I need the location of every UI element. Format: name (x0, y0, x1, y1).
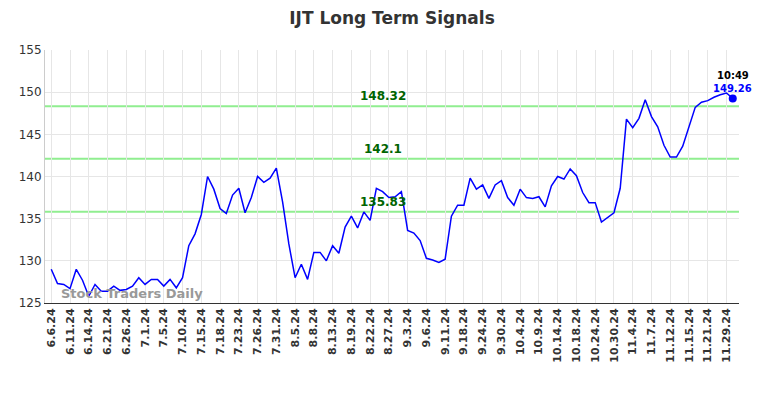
svg-text:8.8.24: 8.8.24 (307, 308, 320, 347)
svg-text:150: 150 (19, 85, 42, 99)
svg-text:9.24.24: 9.24.24 (476, 308, 489, 355)
svg-text:6.26.24: 6.26.24 (120, 308, 133, 355)
svg-text:11.12.24: 11.12.24 (664, 308, 677, 363)
svg-text:9.30.24: 9.30.24 (495, 308, 508, 355)
svg-text:10:49: 10:49 (717, 70, 749, 81)
svg-text:7.23.24: 7.23.24 (232, 308, 245, 355)
svg-text:125: 125 (19, 296, 42, 310)
svg-text:7.31.24: 7.31.24 (270, 308, 283, 355)
svg-text:148.32: 148.32 (360, 89, 406, 103)
svg-text:8.27.24: 8.27.24 (382, 308, 395, 355)
svg-text:7.5.24: 7.5.24 (157, 308, 170, 347)
svg-text:140: 140 (19, 170, 42, 184)
svg-text:10.9.24: 10.9.24 (533, 308, 546, 355)
svg-text:130: 130 (19, 254, 42, 268)
svg-text:142.1: 142.1 (364, 142, 402, 156)
svg-text:11.7.24: 11.7.24 (645, 308, 658, 355)
svg-text:11.15.24: 11.15.24 (683, 308, 696, 363)
svg-text:7.26.24: 7.26.24 (251, 308, 264, 355)
svg-text:135.83: 135.83 (360, 195, 406, 209)
svg-text:9.11.24: 9.11.24 (439, 308, 452, 355)
svg-text:11.4.24: 11.4.24 (626, 308, 639, 355)
svg-text:6.6.24: 6.6.24 (45, 308, 58, 347)
svg-text:6.21.24: 6.21.24 (101, 308, 114, 355)
svg-text:7.1.24: 7.1.24 (139, 308, 152, 347)
svg-text:135: 135 (19, 212, 42, 226)
svg-text:9.18.24: 9.18.24 (457, 308, 470, 355)
svg-text:10.24.24: 10.24.24 (589, 308, 602, 363)
svg-text:6.11.24: 6.11.24 (64, 308, 77, 355)
svg-text:7.10.24: 7.10.24 (176, 308, 189, 355)
svg-text:145: 145 (19, 128, 42, 142)
svg-text:7.18.24: 7.18.24 (214, 308, 227, 355)
svg-text:11.21.24: 11.21.24 (701, 308, 714, 363)
svg-text:10.14.24: 10.14.24 (551, 308, 564, 363)
svg-text:149.26: 149.26 (713, 83, 752, 94)
svg-text:8.19.24: 8.19.24 (345, 308, 358, 355)
svg-text:155: 155 (19, 43, 42, 57)
svg-text:11.29.24: 11.29.24 (720, 308, 733, 363)
svg-text:10.18.24: 10.18.24 (570, 308, 583, 363)
svg-text:10.30.24: 10.30.24 (608, 308, 621, 363)
svg-text:10.4.24: 10.4.24 (514, 308, 527, 355)
svg-text:Stock Traders Daily: Stock Traders Daily (61, 286, 203, 301)
svg-text:9.6.24: 9.6.24 (420, 308, 433, 347)
svg-text:6.14.24: 6.14.24 (82, 308, 95, 355)
svg-text:7.15.24: 7.15.24 (195, 308, 208, 355)
svg-text:IJT Long Term Signals: IJT Long Term Signals (289, 8, 495, 28)
svg-text:9.3.24: 9.3.24 (401, 308, 414, 347)
svg-text:8.22.24: 8.22.24 (364, 308, 377, 355)
svg-text:8.13.24: 8.13.24 (326, 308, 339, 355)
svg-text:8.5.24: 8.5.24 (289, 308, 302, 347)
